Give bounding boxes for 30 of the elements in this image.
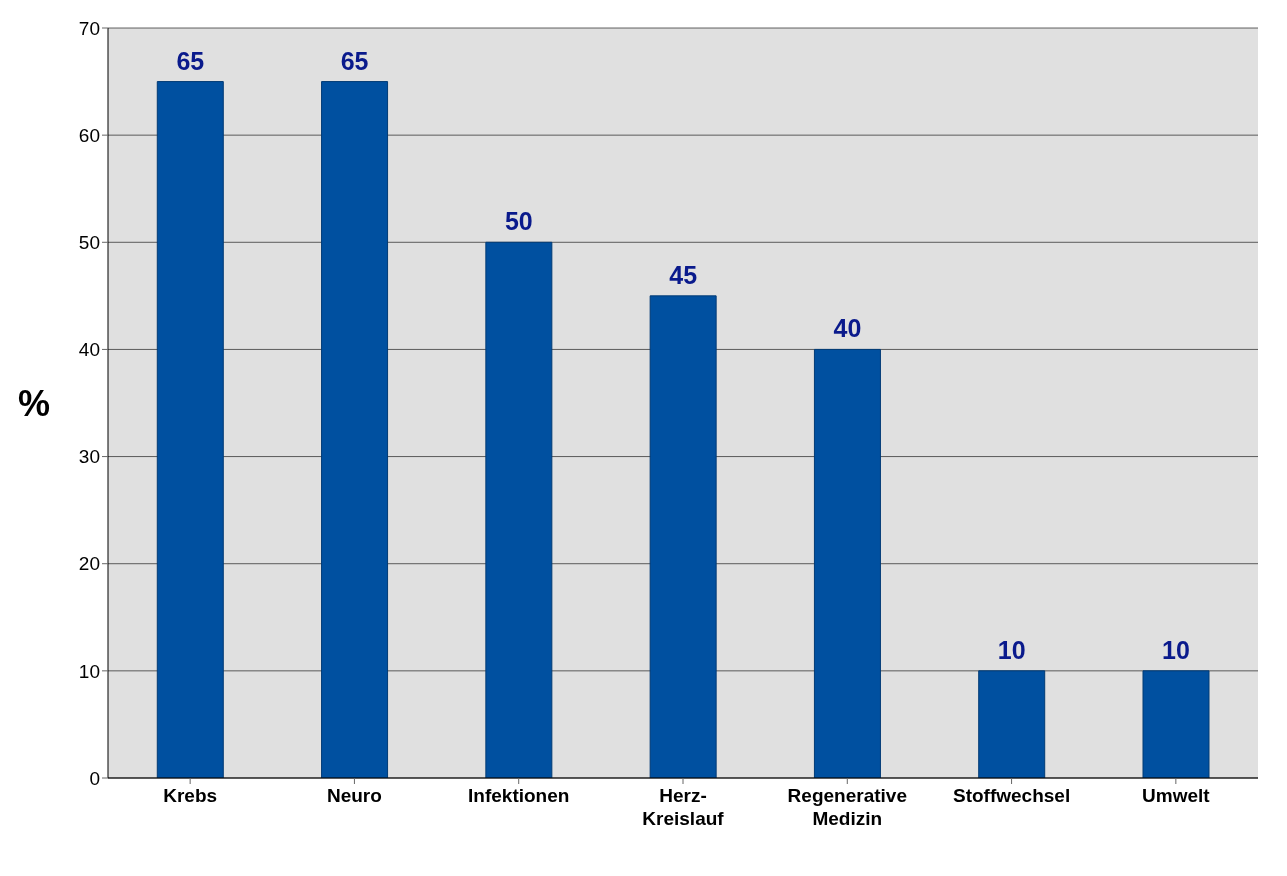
data-label: 50 [504, 207, 533, 236]
bar [485, 241, 553, 778]
bar [321, 81, 389, 778]
x-tick-label: Regenerative Medizin [787, 785, 907, 829]
data-label: 10 [997, 635, 1026, 664]
x-tick-label: Herz- Kreislauf [642, 785, 725, 829]
bar [1142, 670, 1210, 778]
y-tick-label: 10 [78, 660, 100, 682]
bar [156, 81, 224, 778]
y-tick-label: 30 [78, 446, 100, 468]
y-tick-label: 70 [78, 17, 100, 39]
y-axis-title: % [18, 382, 51, 424]
data-label: 65 [340, 46, 369, 75]
y-tick-label: 60 [78, 124, 100, 146]
data-label: 45 [669, 260, 698, 289]
y-tick-label: 50 [78, 232, 100, 254]
x-tick-label: Stoffwechsel [952, 785, 1071, 806]
data-label: 40 [833, 314, 862, 343]
bar [813, 348, 881, 778]
y-tick-label: 0 [89, 767, 100, 789]
bar [978, 670, 1046, 778]
data-label: 10 [1162, 635, 1190, 664]
bar [649, 295, 717, 778]
x-tick-label: Krebs [163, 785, 218, 806]
x-tick-label: Umwelt [1142, 785, 1211, 806]
y-tick-label: 20 [78, 553, 100, 575]
data-label: 65 [176, 46, 205, 75]
y-tick-label: 40 [78, 339, 100, 361]
x-tick-label: Infektionen [468, 785, 570, 806]
x-tick-label: Neuro [326, 785, 382, 806]
